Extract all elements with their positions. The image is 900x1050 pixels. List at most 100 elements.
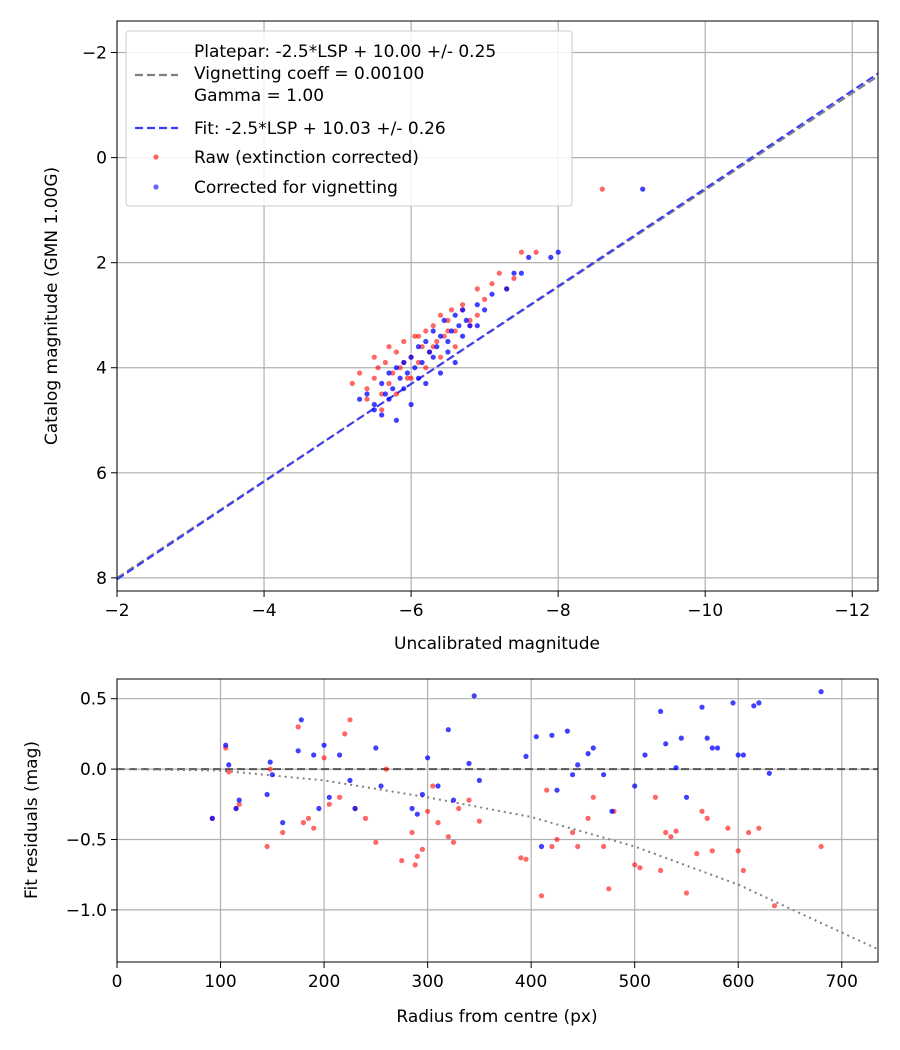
bot-raw-point	[409, 829, 415, 836]
bot-x-tick-label: 200	[308, 972, 340, 992]
top-corrected-point	[437, 333, 444, 339]
bot-raw-point	[673, 828, 679, 834]
bot-raw-point	[668, 834, 674, 840]
top-y-axis-label: Catalog magnitude (GMN 1.00G)	[42, 167, 62, 445]
bot-raw-point	[523, 856, 529, 862]
bottom-x-ticks: 0 100 200 300 400 500 600 700	[112, 962, 858, 992]
top-raw-point	[397, 365, 403, 371]
top-corrected-point	[401, 386, 407, 392]
bot-corrected-point	[658, 708, 664, 715]
bot-raw-point	[683, 890, 690, 896]
legend-raw-label: Raw (extinction corrected)	[194, 148, 419, 168]
top-corrected-point	[379, 380, 385, 387]
top-corrected-point	[482, 307, 488, 313]
bot-raw-point	[606, 886, 612, 892]
bot-corrected-point	[735, 752, 741, 758]
bot-raw-point	[326, 801, 332, 807]
legend-raw-marker	[153, 154, 159, 160]
bot-raw-point	[362, 815, 369, 822]
bot-raw-point	[450, 839, 457, 845]
top-corrected-point	[555, 249, 561, 255]
top-raw-point	[437, 312, 444, 318]
bot-raw-point	[300, 820, 306, 826]
top-corrected-point	[430, 354, 436, 360]
bot-corrected-point	[699, 704, 705, 710]
top-raw-point	[533, 249, 539, 255]
top-raw-point	[460, 302, 466, 308]
top-y-tick-label: 2	[96, 254, 107, 274]
bot-raw-point	[226, 769, 232, 775]
top-corrected-point	[371, 401, 377, 408]
top-raw-point	[393, 391, 399, 397]
bot-corrected-point	[575, 762, 581, 768]
bot-corrected-point	[226, 762, 232, 768]
bot-corrected-point	[298, 717, 304, 723]
bot-raw-point	[694, 851, 700, 857]
bot-corrected-point	[321, 742, 327, 748]
bot-corrected-point	[337, 752, 343, 758]
top-raw-point	[511, 275, 517, 281]
bottom-scatter-points	[209, 689, 824, 909]
legend-corrected-label: Corrected for vignetting	[194, 178, 398, 198]
bot-corrected-point	[678, 735, 684, 741]
top-x-tick-label: −6	[399, 601, 424, 621]
top-raw-point	[415, 359, 422, 366]
top-raw-point	[364, 396, 370, 402]
bot-raw-point	[756, 825, 762, 831]
bot-raw-point	[740, 867, 747, 874]
legend-platepar-line1: Platepar: -2.5*LSP + 10.00 +/- 0.25	[194, 42, 496, 62]
bot-corrected-point	[326, 794, 332, 800]
bot-corrected-point	[673, 765, 679, 771]
bot-corrected-point	[590, 745, 596, 751]
bot-corrected-point	[549, 732, 555, 738]
bot-x-tick-label: 300	[411, 972, 443, 992]
top-corrected-point	[441, 317, 447, 323]
top-raw-point	[401, 338, 407, 345]
top-raw-point	[452, 328, 458, 334]
bottom-y-ticks: 0.5 0.0 −0.5 −1.0	[66, 690, 117, 921]
bottom-x-axis-label: Radius from centre (px)	[396, 1007, 597, 1027]
bot-corrected-point	[663, 741, 669, 747]
top-corrected-point	[426, 349, 433, 355]
top-raw-point	[452, 344, 458, 350]
top-line-platepar	[116, 75, 879, 579]
top-raw-point	[430, 323, 436, 329]
bot-corrected-point	[533, 734, 539, 740]
bot-corrected-point	[269, 772, 275, 778]
bottom-grid	[116, 679, 878, 962]
bot-raw-point	[430, 783, 436, 789]
top-corrected-point	[504, 286, 510, 292]
bot-raw-point	[663, 829, 669, 836]
bot-corrected-point	[409, 805, 415, 812]
top-raw-point	[382, 359, 388, 366]
top-line-fit	[116, 72, 879, 581]
bot-raw-point	[425, 808, 431, 814]
bot-raw-point	[538, 893, 545, 899]
top-corrected-point	[386, 370, 392, 376]
bot-raw-point	[575, 843, 581, 850]
top-corrected-point	[419, 359, 425, 366]
top-corrected-point	[371, 407, 377, 413]
top-raw-point	[357, 370, 363, 376]
top-raw-point	[419, 344, 425, 350]
top-raw-point	[467, 317, 473, 323]
bot-corrected-point	[704, 735, 710, 741]
bot-raw-point	[570, 829, 576, 836]
bot-corrected-point	[435, 783, 441, 789]
bot-raw-point	[554, 836, 560, 843]
top-raw-point	[482, 296, 488, 302]
top-raw-point	[599, 186, 605, 192]
bot-corrected-point	[311, 752, 317, 758]
top-raw-point	[423, 365, 429, 371]
top-raw-point	[441, 333, 447, 339]
top-corrected-point	[463, 317, 469, 323]
legend-fit-label: Fit: -2.5*LSP + 10.03 +/- 0.26	[194, 119, 446, 139]
bot-raw-point	[658, 867, 664, 874]
top-raw-point	[437, 354, 444, 360]
top-corrected-point	[437, 370, 444, 376]
bot-raw-point	[342, 731, 348, 737]
bot-corrected-point	[554, 787, 560, 793]
top-corrected-point	[357, 396, 363, 402]
bot-corrected-point	[347, 777, 353, 784]
top-x-tick-label: −4	[252, 601, 277, 621]
